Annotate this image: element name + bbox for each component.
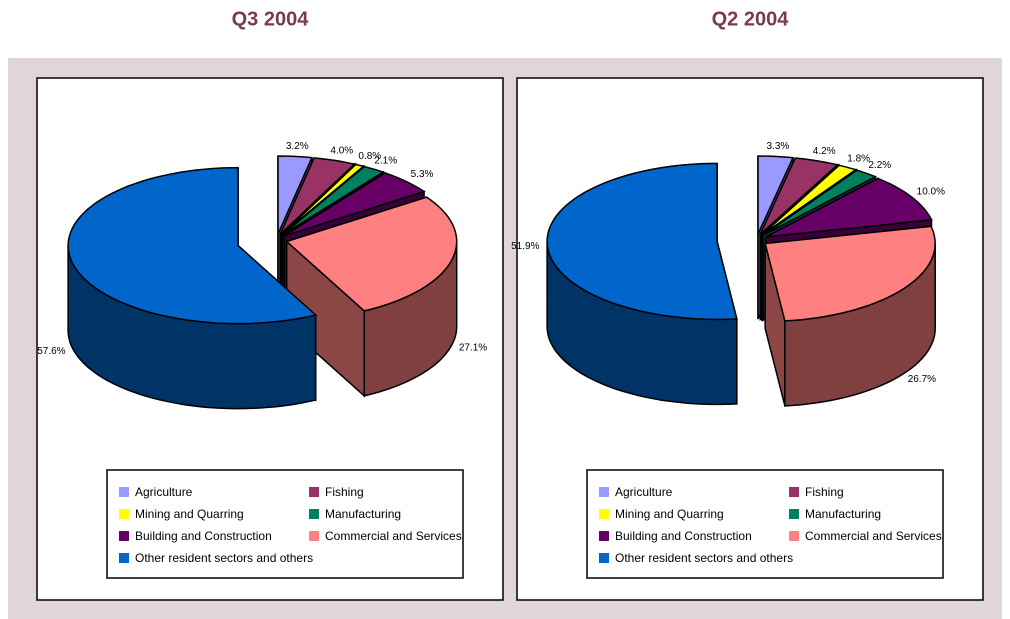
legend-label: Agriculture bbox=[135, 485, 193, 499]
data-label: 10.0% bbox=[917, 187, 945, 198]
data-label: 3.2% bbox=[286, 141, 309, 152]
legend-swatch bbox=[309, 531, 319, 541]
legend-label: Agriculture bbox=[615, 485, 673, 499]
data-label: 3.3% bbox=[766, 141, 789, 152]
legend-label: Other resident sectors and others bbox=[135, 551, 313, 565]
slice-top bbox=[283, 172, 426, 237]
slice-top bbox=[762, 169, 878, 236]
legend-swatch bbox=[789, 487, 799, 497]
data-label: 26.7% bbox=[908, 374, 936, 385]
data-label: 27.1% bbox=[459, 343, 487, 354]
data-label: 0.8% bbox=[358, 151, 381, 162]
legend-label: Mining and Quarring bbox=[615, 507, 724, 521]
data-label: 4.2% bbox=[813, 146, 836, 157]
legend-swatch bbox=[119, 487, 129, 497]
slice-top bbox=[759, 157, 839, 235]
slice-top bbox=[67, 166, 318, 325]
legend-swatch bbox=[789, 509, 799, 519]
legend-swatch bbox=[119, 509, 129, 519]
slice-top bbox=[765, 177, 933, 238]
legend-label: Building and Construction bbox=[135, 529, 272, 543]
slice-top bbox=[761, 164, 858, 236]
legend-swatch bbox=[599, 553, 609, 563]
slice-top bbox=[757, 155, 795, 235]
legend-label: Commercial and Services bbox=[805, 529, 942, 543]
data-label: 2.2% bbox=[868, 160, 891, 171]
slice-top bbox=[546, 162, 738, 321]
legend-swatch bbox=[119, 553, 129, 563]
data-label: 2.1% bbox=[374, 155, 397, 166]
legend-swatch bbox=[599, 531, 609, 541]
legend-label: Other resident sectors and others bbox=[615, 551, 793, 565]
legend-label: Building and Construction bbox=[615, 529, 752, 543]
slice-top bbox=[764, 225, 936, 322]
legend-swatch bbox=[309, 509, 319, 519]
data-label: 51.9% bbox=[511, 241, 539, 252]
legend-label: Mining and Quarring bbox=[135, 507, 244, 521]
slice-top bbox=[277, 155, 314, 235]
slice-top bbox=[285, 196, 458, 312]
slice-top bbox=[279, 157, 356, 235]
legend-swatch bbox=[309, 487, 319, 497]
data-label: 5.3% bbox=[411, 169, 434, 180]
legend-label: Manufacturing bbox=[325, 507, 401, 521]
legend-box bbox=[586, 469, 944, 579]
legend-label: Fishing bbox=[325, 485, 364, 499]
legend-swatch bbox=[599, 487, 609, 497]
data-label: 1.8% bbox=[847, 153, 870, 164]
data-label: 57.6% bbox=[37, 346, 65, 357]
data-label: 4.0% bbox=[330, 145, 353, 156]
legend-label: Commercial and Services bbox=[325, 529, 462, 543]
legend-swatch bbox=[119, 531, 129, 541]
legend-swatch bbox=[599, 509, 609, 519]
legend-box bbox=[106, 469, 464, 579]
legend-label: Fishing bbox=[805, 485, 844, 499]
legend-swatch bbox=[789, 531, 799, 541]
chart-title: Q2 2004 bbox=[712, 8, 790, 30]
chart-title: Q3 2004 bbox=[232, 8, 310, 30]
slice-top bbox=[281, 165, 385, 236]
legend-label: Manufacturing bbox=[805, 507, 881, 521]
